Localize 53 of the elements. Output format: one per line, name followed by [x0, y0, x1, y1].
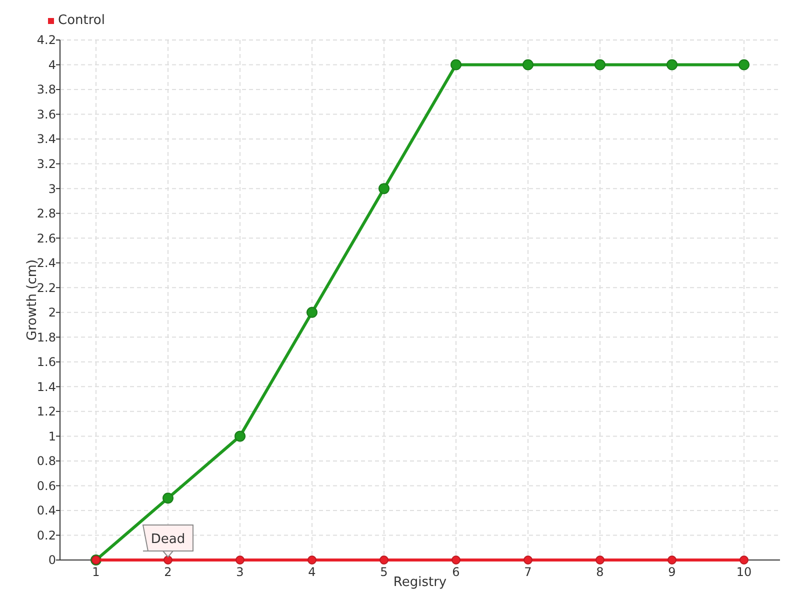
point	[380, 556, 388, 564]
x-tick-label: 7	[524, 565, 532, 579]
y-tick-label: 2.4	[36, 256, 56, 270]
point	[162, 492, 174, 504]
y-tick-label: 3.4	[36, 132, 56, 146]
y-tick-label: 1.6	[36, 355, 56, 370]
y-tick-label: 0.6	[36, 478, 56, 493]
point	[524, 556, 532, 564]
x-axis-title: Registry	[393, 575, 447, 590]
y-tick-label: 2	[48, 306, 56, 320]
x-tick-label: 2	[164, 565, 172, 579]
x-tick-label: 8	[596, 565, 604, 579]
y-tick-label: 0.8	[36, 454, 56, 468]
point	[306, 306, 318, 318]
point	[594, 59, 606, 70]
y-tick-label: 2.6	[36, 231, 56, 246]
point	[738, 59, 750, 70]
point	[308, 556, 316, 564]
point	[666, 59, 678, 70]
point	[740, 556, 748, 564]
x-tick-label: 6	[452, 565, 460, 579]
y-tick-label: 2.2	[36, 280, 56, 295]
y-tick-label: 3	[48, 182, 56, 196]
y-tick-label: 1.2	[36, 404, 56, 419]
point	[522, 59, 534, 70]
point	[450, 59, 462, 70]
x-tick-label: 9	[668, 565, 676, 579]
point	[236, 556, 244, 564]
x-tick-label: 1	[92, 565, 100, 579]
y-tick-label: 3.8	[36, 82, 56, 97]
point	[668, 556, 676, 564]
point	[452, 556, 460, 564]
y-tick-label: 1.8	[36, 330, 56, 344]
y-tick-label: 1	[48, 429, 56, 444]
x-tick-label: 5	[380, 565, 388, 579]
x-tick-label: 4	[308, 565, 316, 579]
point	[378, 183, 390, 194]
y-tick-label: 0	[48, 553, 56, 568]
y-tick-label: 2.8	[36, 206, 56, 221]
point	[234, 430, 246, 442]
y-tick-label: 1.4	[36, 380, 56, 394]
y-tick-label: 0.4	[36, 504, 56, 518]
y-tick-label: 4	[48, 58, 56, 72]
point	[596, 556, 604, 564]
y-tick-label: 4.2	[36, 33, 56, 48]
y-tick-label: 3.6	[36, 107, 56, 122]
y-tick-label: 0.2	[36, 528, 56, 542]
legend-label: Control	[58, 13, 105, 28]
x-tick-label: 3	[236, 565, 244, 579]
y-tick-label: 3.2	[36, 157, 56, 172]
annotation: Dead	[150, 532, 186, 547]
point	[164, 556, 172, 564]
x-tick-label: 10	[736, 565, 752, 579]
